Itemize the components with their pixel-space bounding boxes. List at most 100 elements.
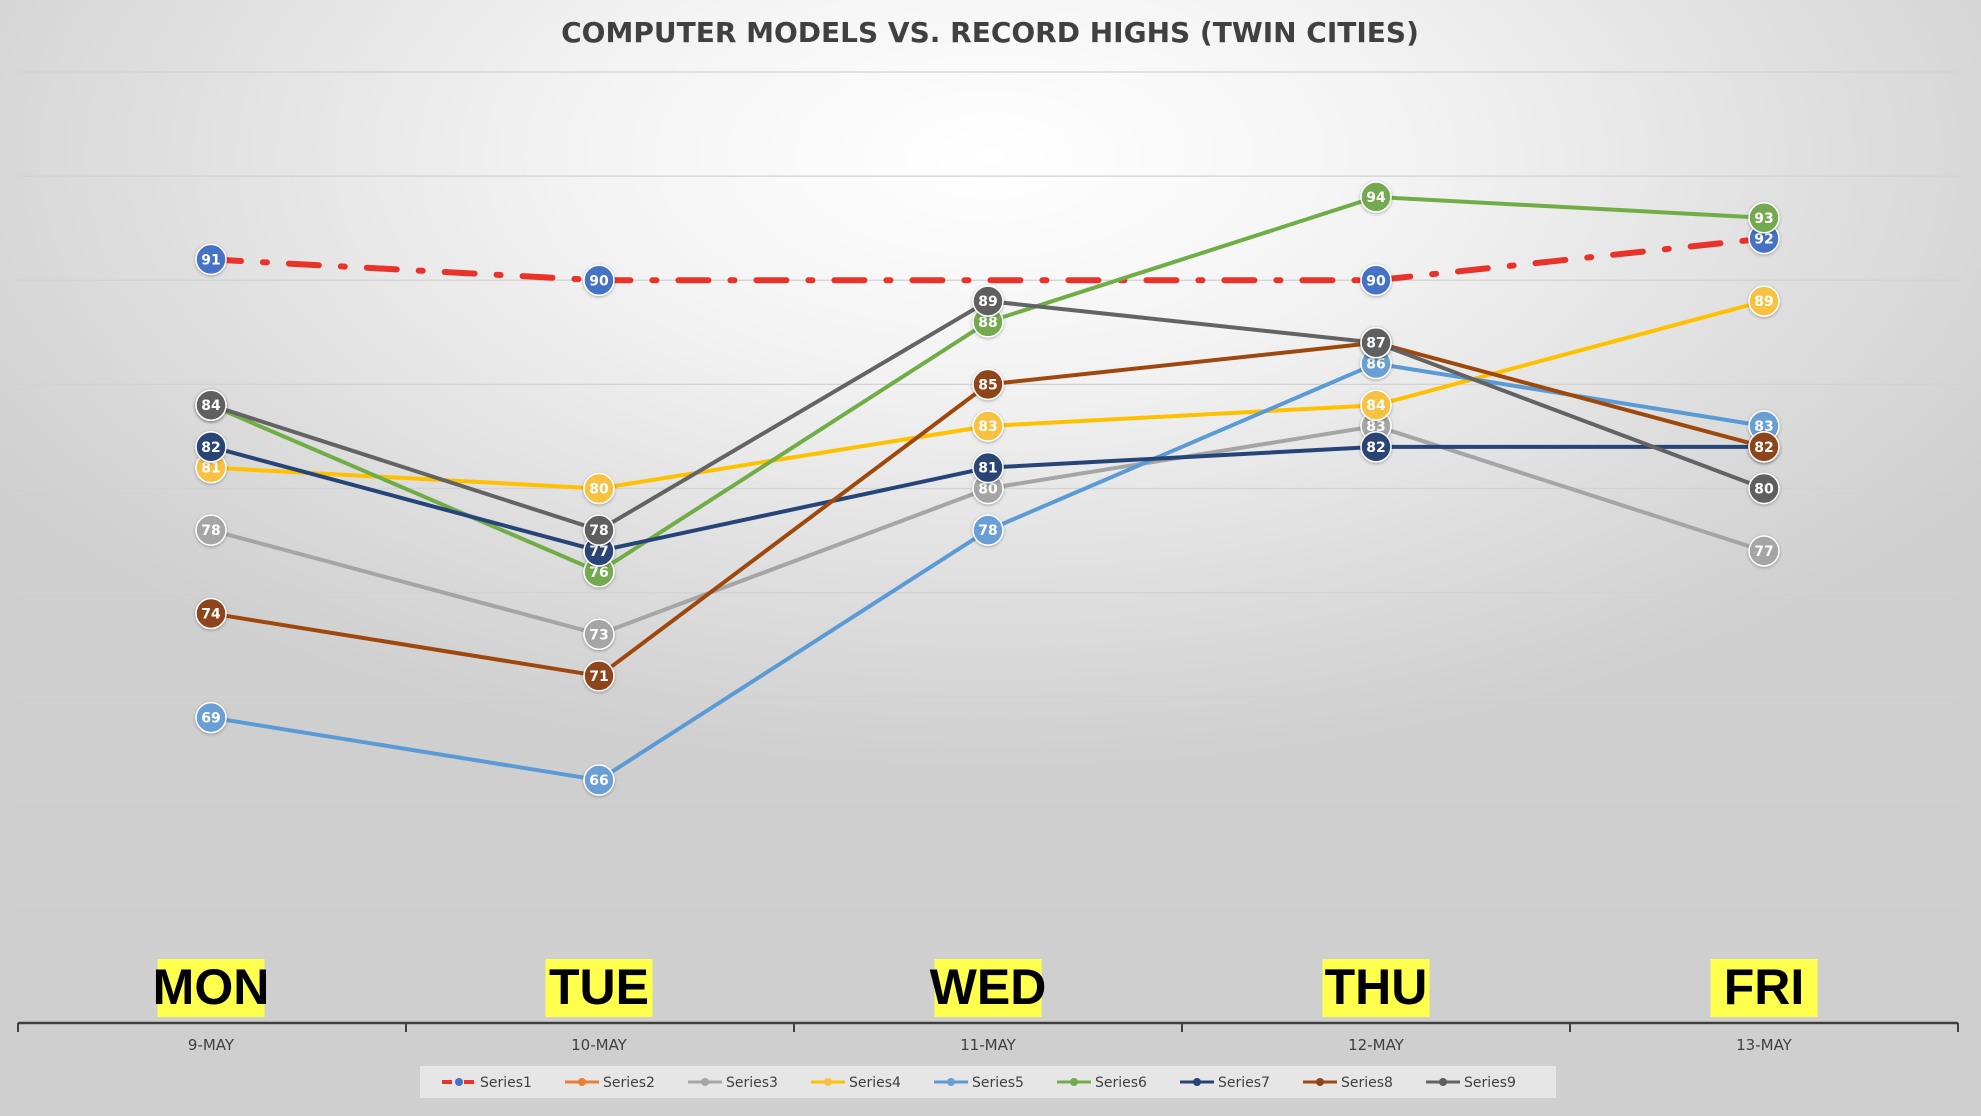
legend-marker bbox=[578, 1078, 586, 1086]
data-point-series9: 84 bbox=[195, 389, 227, 421]
data-label: 90 bbox=[589, 273, 609, 289]
marker bbox=[1360, 326, 1392, 359]
legend-marker bbox=[1316, 1078, 1324, 1086]
data-point-series8: 71 bbox=[583, 660, 615, 692]
legend-marker bbox=[1070, 1078, 1078, 1086]
data-label: 78 bbox=[978, 523, 997, 539]
marker bbox=[972, 285, 1004, 317]
day-label-highlight bbox=[545, 959, 653, 1017]
legend-item-series5: Series5 bbox=[934, 1075, 1024, 1091]
data-point-series9: 87 bbox=[1360, 326, 1392, 359]
data-point-series1: 90 bbox=[583, 264, 615, 296]
data-point-series3: 78 bbox=[195, 514, 227, 546]
day-label-highlight bbox=[1710, 959, 1818, 1017]
legend-label: Series8 bbox=[1341, 1075, 1393, 1091]
legend-label: Series9 bbox=[1464, 1075, 1516, 1091]
data-point-series6: 93 bbox=[1748, 202, 1780, 234]
marker bbox=[195, 389, 227, 421]
legend-marker bbox=[701, 1078, 709, 1086]
data-point-series9: 78 bbox=[583, 514, 615, 546]
data-point-series7: 81 bbox=[972, 451, 1004, 484]
legend: Series1 Series2 Series3 Series4 Series5 Serie… bbox=[420, 1066, 1556, 1098]
data-label: 88 bbox=[978, 315, 997, 331]
marker bbox=[972, 514, 1004, 546]
data-label: 91 bbox=[201, 252, 220, 268]
x-tick-label: 11-MAY bbox=[960, 1036, 1017, 1054]
day-label-text: FRI bbox=[1724, 959, 1805, 1015]
data-point-series8: 82 bbox=[1748, 431, 1780, 463]
data-point-series1: 90 bbox=[1360, 264, 1392, 296]
legend-item-series9: Series9 bbox=[1426, 1075, 1516, 1091]
marker bbox=[972, 368, 1004, 401]
series-line-series1 bbox=[208, 235, 1767, 284]
marker bbox=[1748, 535, 1780, 567]
legend-item-series3: Series3 bbox=[688, 1075, 778, 1091]
marker bbox=[195, 431, 227, 463]
data-point-series4: 84 bbox=[1360, 389, 1392, 421]
legend-item-series2: Series2 bbox=[565, 1075, 655, 1091]
data-point-series9: 80 bbox=[1748, 472, 1780, 505]
marker bbox=[583, 264, 615, 296]
x-tick-label: 9-MAY bbox=[188, 1036, 235, 1054]
data-label: 81 bbox=[201, 461, 220, 477]
data-label: 94 bbox=[1366, 190, 1386, 206]
data-label: 71 bbox=[589, 669, 608, 685]
data-label: 83 bbox=[1366, 419, 1385, 435]
day-label-wed: WED bbox=[930, 959, 1046, 1017]
marker bbox=[1748, 285, 1780, 317]
day-label-highlight bbox=[1322, 959, 1430, 1017]
marker bbox=[972, 410, 1004, 442]
data-point-series7: 82 bbox=[1360, 431, 1392, 463]
data-point-series8: 85 bbox=[972, 368, 1004, 401]
series-markers: 91 90 90 92 78 73 80 83 77 81 80 83 84 89 69 66 78 86 83 84… bbox=[195, 181, 1780, 796]
data-label: 80 bbox=[978, 482, 998, 498]
data-point-series5: 66 bbox=[583, 764, 615, 796]
marker bbox=[583, 764, 615, 796]
data-point-series5: 69 bbox=[195, 701, 227, 734]
data-label: 84 bbox=[201, 398, 221, 414]
x-axis: MON TUE WED THU FRI 9-MAY 10-MAY 11-MAY 12-MAY 13… bbox=[17, 959, 1959, 1054]
legend-label: Series6 bbox=[1095, 1075, 1147, 1091]
day-label-mon: MON bbox=[153, 959, 270, 1017]
data-point-series3: 73 bbox=[583, 618, 615, 651]
legend-item-series1: Series1 bbox=[442, 1075, 532, 1091]
data-label: 86 bbox=[1366, 357, 1385, 373]
data-label: 66 bbox=[589, 773, 608, 789]
legend-item-series8: Series8 bbox=[1303, 1075, 1393, 1091]
data-point-series5: 78 bbox=[972, 514, 1004, 546]
legend-item-series7: Series7 bbox=[1180, 1075, 1270, 1091]
data-label: 83 bbox=[978, 419, 997, 435]
data-label: 83 bbox=[1754, 419, 1773, 435]
marker bbox=[195, 597, 227, 630]
data-point-series8: 74 bbox=[195, 597, 227, 630]
legend-label: Series4 bbox=[849, 1075, 901, 1091]
data-point-series3: 77 bbox=[1748, 535, 1780, 567]
data-label: 69 bbox=[201, 711, 220, 727]
chart-title: COMPUTER MODELS VS. RECORD HIGHS (TWIN C… bbox=[561, 16, 1419, 49]
data-label: 92 bbox=[1754, 232, 1773, 248]
day-label-text: MON bbox=[153, 959, 270, 1015]
day-label-text: TUE bbox=[549, 959, 649, 1015]
data-label: 87 bbox=[1366, 336, 1385, 352]
x-tick-label: 13-MAY bbox=[1736, 1036, 1793, 1054]
data-label: 73 bbox=[589, 627, 608, 643]
data-label: 82 bbox=[1366, 440, 1385, 456]
data-label: 89 bbox=[978, 294, 997, 310]
legend-item-series6: Series6 bbox=[1057, 1075, 1147, 1091]
legend-label: Series1 bbox=[480, 1075, 532, 1091]
legend-label: Series5 bbox=[972, 1075, 1024, 1091]
day-label-thu: THU bbox=[1322, 959, 1430, 1017]
legend-label: Series3 bbox=[726, 1075, 778, 1091]
data-point-series1: 91 bbox=[195, 243, 227, 276]
data-label: 77 bbox=[1754, 544, 1773, 560]
data-label: 74 bbox=[201, 606, 221, 622]
legend-marker bbox=[455, 1078, 463, 1086]
data-label: 85 bbox=[978, 377, 997, 393]
x-tick-label: 10-MAY bbox=[571, 1036, 628, 1054]
data-label: 93 bbox=[1754, 211, 1773, 227]
day-label-highlight bbox=[934, 959, 1042, 1017]
data-label: 89 bbox=[1754, 294, 1773, 310]
legend-label: Series2 bbox=[603, 1075, 655, 1091]
